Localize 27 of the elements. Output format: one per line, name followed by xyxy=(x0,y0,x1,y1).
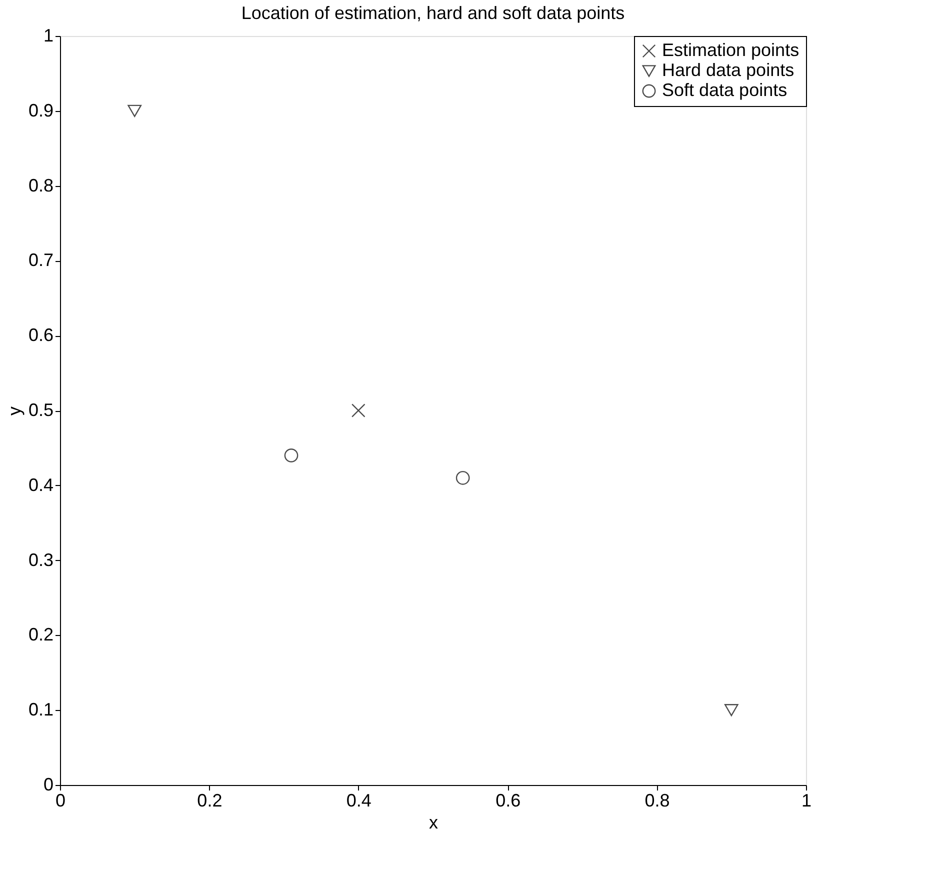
y-tick-label: 0.5 xyxy=(28,400,54,420)
y-tick-label: 0.7 xyxy=(28,250,54,270)
point xyxy=(456,470,470,485)
legend-label: Soft data points xyxy=(662,80,788,100)
x-axis-title: x xyxy=(429,812,438,832)
point xyxy=(724,704,738,716)
y-tick-label: 0.2 xyxy=(28,624,54,645)
chart-title: Location of estimation, hard and soft data points xyxy=(241,3,625,23)
x-tick-label: 0.8 xyxy=(644,790,670,810)
y-axis-title: y xyxy=(4,406,24,416)
x-tick-label: 0.6 xyxy=(496,790,521,810)
y-tick-label: 0.3 xyxy=(28,550,54,570)
y-tick-label: 0.6 xyxy=(28,325,54,346)
point xyxy=(284,448,298,462)
y-tick-label: 1 xyxy=(43,26,54,46)
y-tick-label: 0 xyxy=(43,774,54,794)
point xyxy=(351,404,366,418)
x-tick-label: 0.4 xyxy=(346,790,372,810)
point xyxy=(128,104,142,117)
x-tick-label: 0.2 xyxy=(197,790,222,810)
y-tick-label: 0.8 xyxy=(28,175,54,196)
legend-label: Hard data points xyxy=(662,60,794,80)
y-tick-label: 0.9 xyxy=(28,100,54,120)
y-tick-label: 0.4 xyxy=(28,474,54,495)
legend-label: Estimation points xyxy=(662,40,800,60)
x-tick-label: 1 xyxy=(801,790,812,810)
y-tick-label: 0.1 xyxy=(28,700,54,720)
